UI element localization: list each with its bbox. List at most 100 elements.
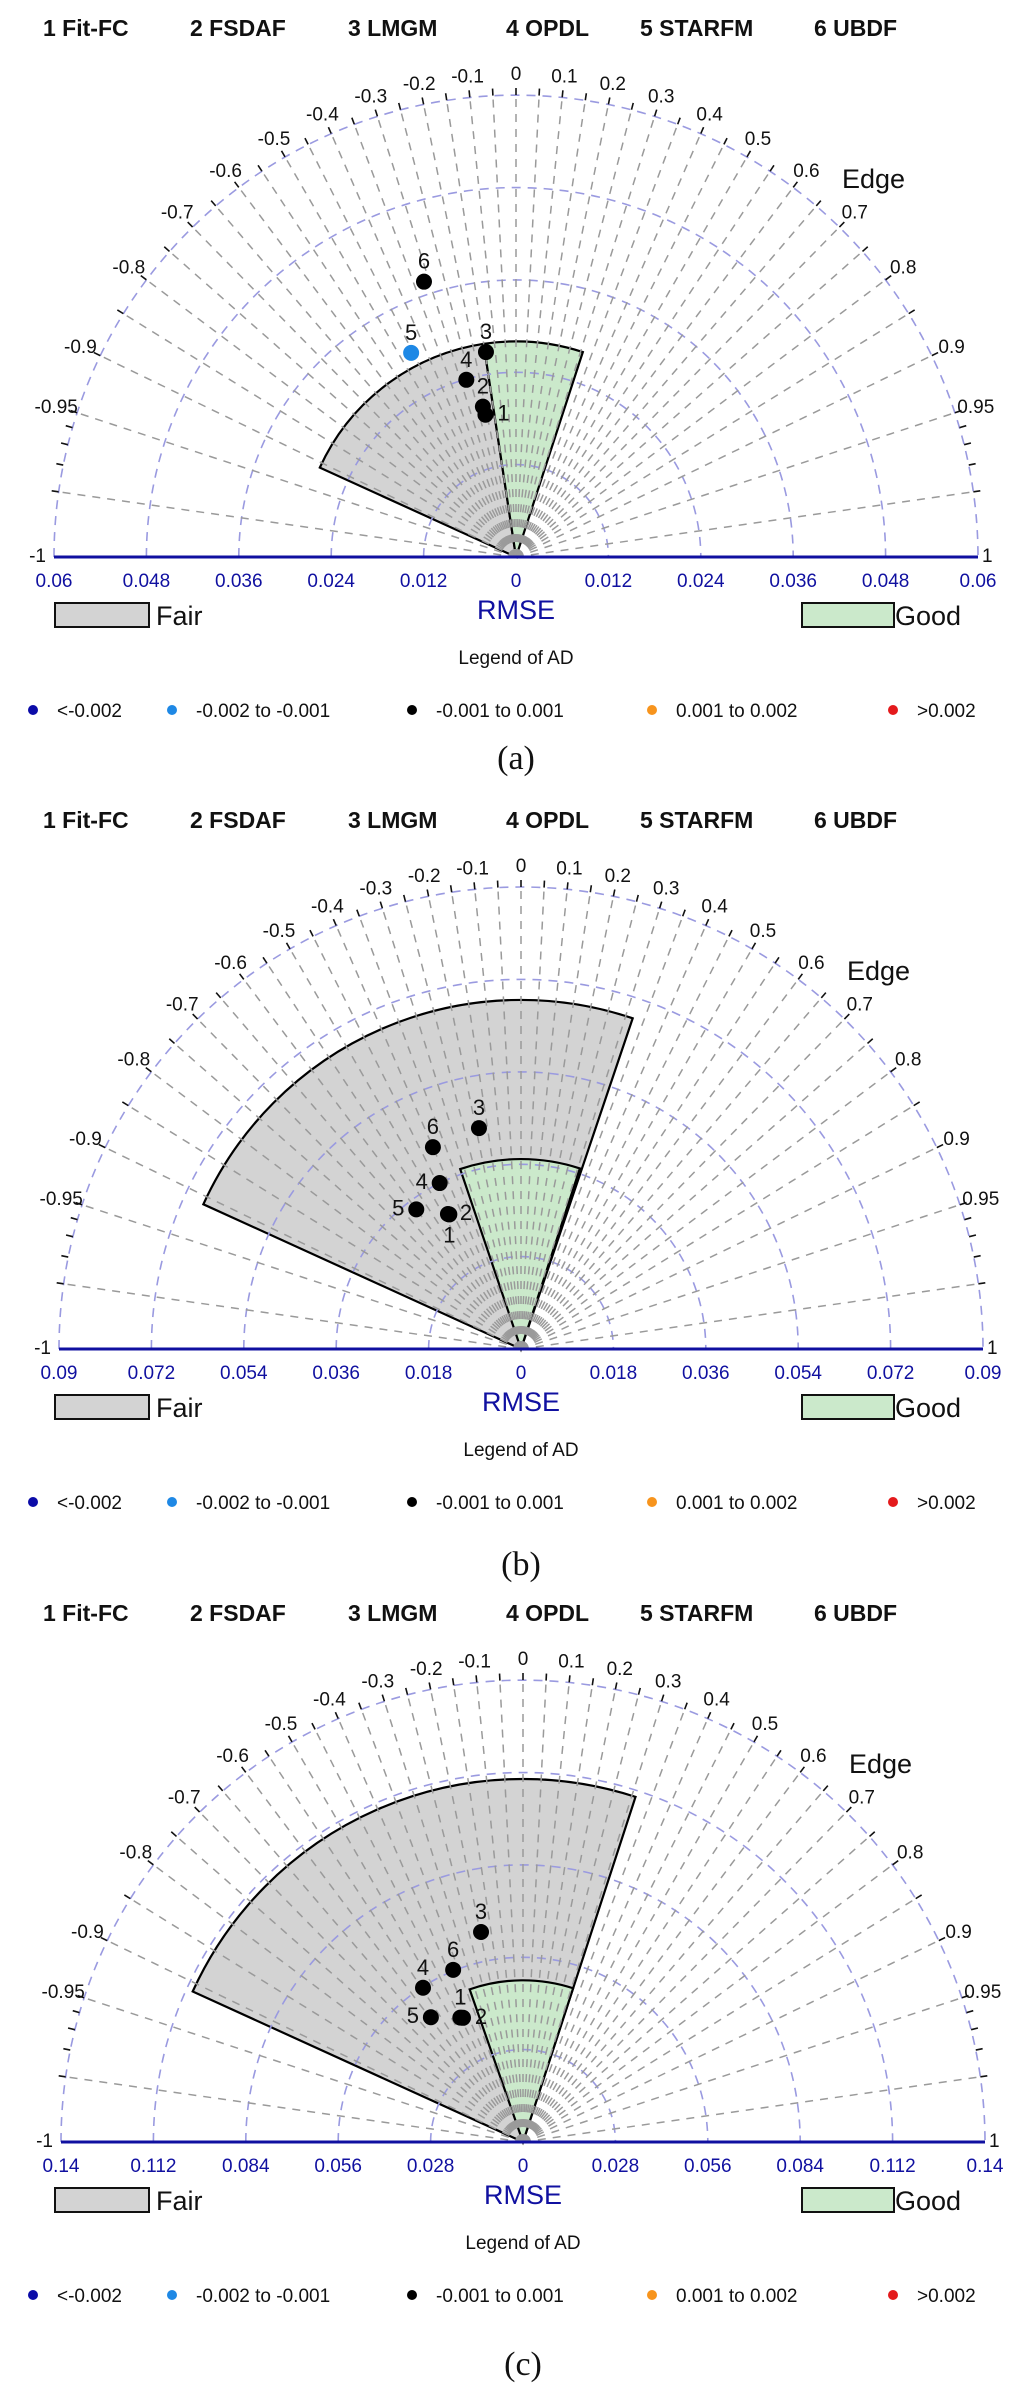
edge-tick	[728, 929, 733, 937]
edge-gridline	[243, 978, 522, 1350]
edge-gridline	[515, 123, 679, 558]
ad-legend-label: >0.002	[917, 2286, 976, 2307]
edge-tick	[845, 1806, 852, 1813]
edge-gridline	[515, 133, 702, 558]
edge-tick-label: -0.95	[40, 1189, 83, 1210]
edge-tick	[240, 1766, 247, 1773]
edge-tick	[426, 889, 430, 897]
edge-tick-label: 0.8	[890, 258, 916, 279]
ad-legend-label: -0.001 to 0.001	[436, 1493, 564, 1514]
edge-tick-label: 0.2	[605, 866, 631, 887]
fair-swatch	[54, 602, 150, 628]
edge-tick-label: 0.2	[600, 74, 626, 95]
edge-gridline	[445, 100, 517, 558]
edge-tick	[838, 221, 845, 228]
edge-tick	[769, 164, 775, 172]
edge-tick-label: -0.2	[408, 866, 441, 887]
edge-tick	[890, 1066, 897, 1073]
rmse-tick-label: 0.054	[774, 1363, 822, 1384]
rmse-tick-label: 0.14	[967, 2156, 1004, 2177]
data-point-4	[458, 371, 475, 388]
edge-tick	[217, 1785, 224, 1792]
edge-tick	[145, 1066, 152, 1073]
edge-tick	[866, 1038, 874, 1045]
edge-tick	[75, 1201, 83, 1206]
rmse-tick-label: 0.036	[682, 1363, 730, 1384]
panel-a: 1 Fit-FC 2 FSDAF 3 LMGM 4 OPDL 5 STARFM 6 UBD…	[28, 15, 996, 777]
edge-end-label: -1	[29, 546, 46, 567]
edge-tick	[843, 1013, 850, 1020]
edge-gridline	[266, 962, 522, 1350]
edge-tick	[861, 246, 869, 253]
data-point-label: 3	[480, 319, 492, 344]
edge-tick-label: -0.1	[458, 1651, 491, 1672]
edge-gridline	[520, 978, 799, 1350]
ad-legend-label: 0.001 to 0.002	[676, 701, 798, 722]
good-label: Good	[895, 2186, 961, 2216]
edge-tick	[238, 973, 245, 980]
edge-tick	[121, 1101, 129, 1107]
edge-tick	[402, 894, 407, 902]
edge-gridline	[522, 1708, 686, 2143]
edge-tick	[868, 1831, 876, 1838]
data-point-label: 6	[447, 1937, 459, 1962]
edge-gridline	[335, 925, 522, 1350]
edge-gridline	[515, 312, 910, 558]
edge-tick-label: 0.5	[745, 129, 771, 150]
edge-gridline	[522, 1811, 847, 2143]
edge-tick-label: -0.5	[258, 129, 291, 150]
ad-legend-label: -0.002 to -0.001	[196, 2286, 330, 2307]
edge-tick	[676, 117, 681, 125]
edge-tick	[776, 1749, 782, 1757]
edge-tick-label: -0.7	[166, 994, 199, 1015]
edge-tick-label: 0.4	[696, 104, 723, 125]
ad-legend-title: Legend of AD	[458, 648, 573, 669]
edge-tick-label: -0.7	[168, 1787, 201, 1808]
edge-gridline	[520, 936, 730, 1350]
ad-legend-dot	[167, 705, 177, 715]
ad-legend-dot	[407, 2290, 417, 2300]
panel-caption: (b)	[501, 1546, 541, 1583]
edge-gridline	[192, 226, 517, 558]
edge-gridline	[399, 109, 517, 558]
edge-tick-label: -0.6	[214, 953, 247, 974]
edge-gridline	[520, 1283, 979, 1350]
edge-gridline	[337, 1718, 524, 2143]
edge-gridline	[238, 186, 517, 558]
method-legend-item: 5 STARFM	[640, 15, 753, 41]
edge-gridline	[515, 250, 863, 558]
edge-gridline	[520, 1104, 915, 1350]
edge-gridline	[406, 1694, 524, 2143]
ad-legend-dot	[647, 2290, 657, 2300]
edge-gridline	[83, 1997, 524, 2143]
edge-gridline	[289, 948, 522, 1350]
edge-tick-label: -0.3	[359, 878, 392, 899]
angular-axis-label: Edge	[847, 956, 910, 986]
edge-tick-label: 0.7	[847, 994, 873, 1015]
edge-gridline	[492, 95, 517, 558]
edge-tick	[93, 351, 101, 357]
rmse-tick-label: 0	[518, 2156, 529, 2177]
fair-label: Fair	[156, 2186, 203, 2216]
edge-gridline	[469, 97, 517, 558]
rmse-tick-label: 0.012	[585, 571, 633, 592]
edge-end-label: 1	[987, 1338, 998, 1359]
edge-end-label: -1	[36, 2131, 53, 2152]
data-point-6	[424, 1139, 441, 1156]
ad-legend-label: -0.002 to -0.001	[196, 1493, 330, 1514]
edge-gridline	[474, 889, 522, 1350]
edge-gridline	[520, 997, 822, 1350]
edge-gridline	[152, 1864, 524, 2143]
edge-tick	[973, 490, 981, 493]
edge-gridline	[520, 962, 776, 1350]
edge-gridline	[381, 908, 522, 1350]
method-legend-item: 6 UBDF	[814, 15, 897, 41]
edge-gridline	[104, 1146, 522, 1350]
ad-legend-label: >0.002	[917, 701, 976, 722]
edge-tick	[187, 221, 194, 228]
edge-gridline	[520, 892, 592, 1350]
method-legend-item: 3 LMGM	[348, 15, 437, 41]
edge-tick	[311, 1722, 316, 1730]
rmse-tick-label: 0.028	[592, 2156, 640, 2177]
